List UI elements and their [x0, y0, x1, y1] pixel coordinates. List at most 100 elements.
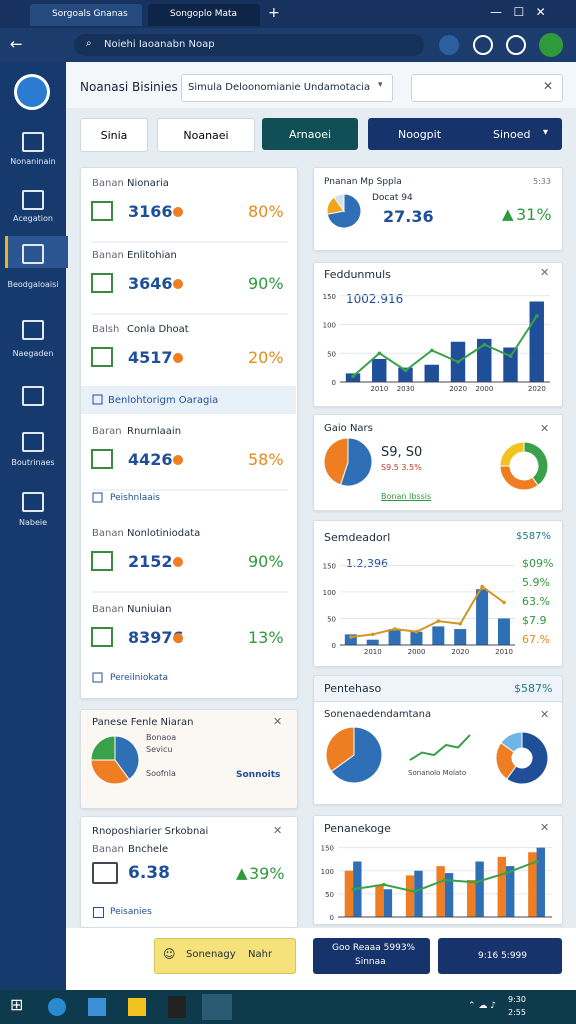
notification-icon[interactable] [506, 35, 526, 55]
dropdown-caret: ▾ [378, 80, 383, 90]
list-panel [80, 167, 298, 699]
card-title: Feddunmuls [324, 268, 391, 281]
item-value: 2152 [128, 552, 173, 571]
close-button[interactable]: ✕ [540, 266, 550, 279]
item-icon [92, 862, 118, 884]
sidebar-label[interactable]: Acegation [13, 214, 53, 223]
kpi-card [313, 167, 563, 251]
back-button[interactable]: ← [10, 35, 23, 53]
side-label: 5.9% [522, 576, 550, 589]
item-change: 39% [249, 864, 285, 883]
footer-button[interactable] [154, 938, 296, 974]
close-button[interactable]: ✕ [273, 715, 283, 728]
dropdown[interactable] [181, 74, 393, 102]
chart-card [313, 262, 563, 407]
profile-icon[interactable] [473, 35, 493, 55]
checkbox[interactable] [93, 907, 104, 918]
mix-label: Sonanolo Molato [408, 769, 467, 777]
gain-sub: S9.5 3.5% [381, 463, 422, 472]
item-name: Enlitohian [127, 250, 177, 261]
item-value: 4517 [128, 348, 173, 367]
toolbar-icon[interactable] [439, 35, 459, 55]
band-value: $587% [514, 682, 553, 695]
side-label: $7.9 [522, 614, 547, 627]
item-change: 90% [248, 274, 284, 293]
taskbar-app[interactable] [202, 994, 232, 1020]
item-tag: Banan [92, 604, 124, 615]
gain-value: S9, S0 [381, 445, 423, 460]
item-tag: Banan [92, 250, 124, 261]
close-button[interactable]: ✕ [540, 422, 550, 435]
link[interactable]: Peisanies [110, 907, 152, 917]
item-name: Bnchele [128, 844, 169, 855]
pie-card-line: Sevicu [146, 745, 173, 754]
tab[interactable] [30, 4, 142, 26]
filter-button[interactable]: Noanaei [157, 118, 255, 152]
side-label: 67.% [522, 633, 550, 646]
footer-icon: ☺ [163, 947, 176, 961]
card-corner: 5:33 [533, 177, 551, 186]
logo[interactable] [14, 74, 50, 110]
item-name: Nionaria [127, 178, 169, 189]
search-icon: ⌕ [86, 38, 92, 49]
item-name: Rnurnlaain [127, 426, 182, 437]
sidebar-label[interactable]: Boutrinaes [11, 458, 55, 467]
sidebar-icon[interactable] [22, 386, 44, 406]
section-link[interactable]: Benlohtorigm Oaragia [108, 395, 219, 406]
filter-button[interactable]: Arnaoei [262, 118, 358, 150]
item-tag: Banan [92, 844, 124, 855]
dropdown-text: Simula Deloonomianie Undamotacia [188, 82, 371, 93]
item-tag: Baran [92, 426, 122, 437]
sidebar-label[interactable]: Nonaninain [10, 157, 56, 166]
taskbar-app[interactable] [88, 998, 106, 1016]
taskbar-app[interactable] [128, 998, 146, 1016]
clear-button[interactable]: ✕ [543, 79, 554, 93]
section-band [81, 386, 296, 414]
item-change: 80% [248, 202, 284, 221]
filter-button[interactable]: Sinia [80, 118, 148, 152]
item-tag: Balsh [92, 324, 120, 335]
footer-button[interactable] [438, 938, 562, 974]
footer-label: 9:16 5:999 [478, 951, 528, 961]
start-button[interactable]: ⊞ [10, 995, 24, 1014]
link[interactable]: Bonan Ibssis [381, 492, 432, 501]
search-box[interactable] [411, 74, 563, 102]
brand-label: Sonnoits [236, 770, 281, 780]
section-link[interactable]: Pereilniokata [110, 673, 169, 683]
sidebar-icon [22, 432, 44, 452]
chart-label: 1.2,396 [346, 557, 388, 570]
card-title: Rnoposhiarier Srkobnai [92, 826, 209, 837]
sidebar [0, 62, 66, 990]
split-button[interactable] [368, 118, 562, 150]
footer-label: Nahr [248, 949, 273, 960]
item-change: 20% [248, 348, 284, 367]
item-value: 83976 [128, 628, 184, 647]
window-controls[interactable]: — ☐ ✕ [490, 5, 546, 19]
section-link[interactable]: Peishnlaais [110, 493, 160, 503]
taskbar-app[interactable] [48, 998, 66, 1016]
close-button[interactable]: ✕ [273, 824, 283, 837]
split-button-label: Noogpit [398, 128, 442, 141]
footer-label: Sinnaa [355, 957, 386, 967]
sidebar-label[interactable]: Nabeie [18, 518, 48, 527]
kpi-value: 27.36 [383, 207, 434, 226]
item-name: Conla Dhoat [127, 324, 189, 335]
pie-card-line: Soofnla [146, 769, 176, 778]
new-tab[interactable]: + [268, 5, 280, 21]
address-bar[interactable] [74, 34, 424, 56]
footer-label: Goo Reaaa 5993% [332, 943, 416, 953]
tab[interactable] [148, 4, 260, 26]
side-label: $09% [522, 557, 554, 570]
taskbar-app[interactable] [168, 996, 186, 1018]
item-change: 58% [248, 450, 284, 469]
footer-button[interactable] [313, 938, 430, 974]
close-button[interactable]: ✕ [540, 708, 550, 721]
kpi-change: 31% [516, 205, 552, 224]
account-icon[interactable] [539, 33, 563, 57]
sidebar-label[interactable]: Naegaden [12, 349, 54, 358]
sidebar-label[interactable]: Beodgaloaisi [7, 280, 59, 289]
close-button[interactable]: ✕ [540, 821, 550, 834]
side-label: 63.% [522, 595, 550, 608]
item-value: 4426 [128, 450, 173, 469]
